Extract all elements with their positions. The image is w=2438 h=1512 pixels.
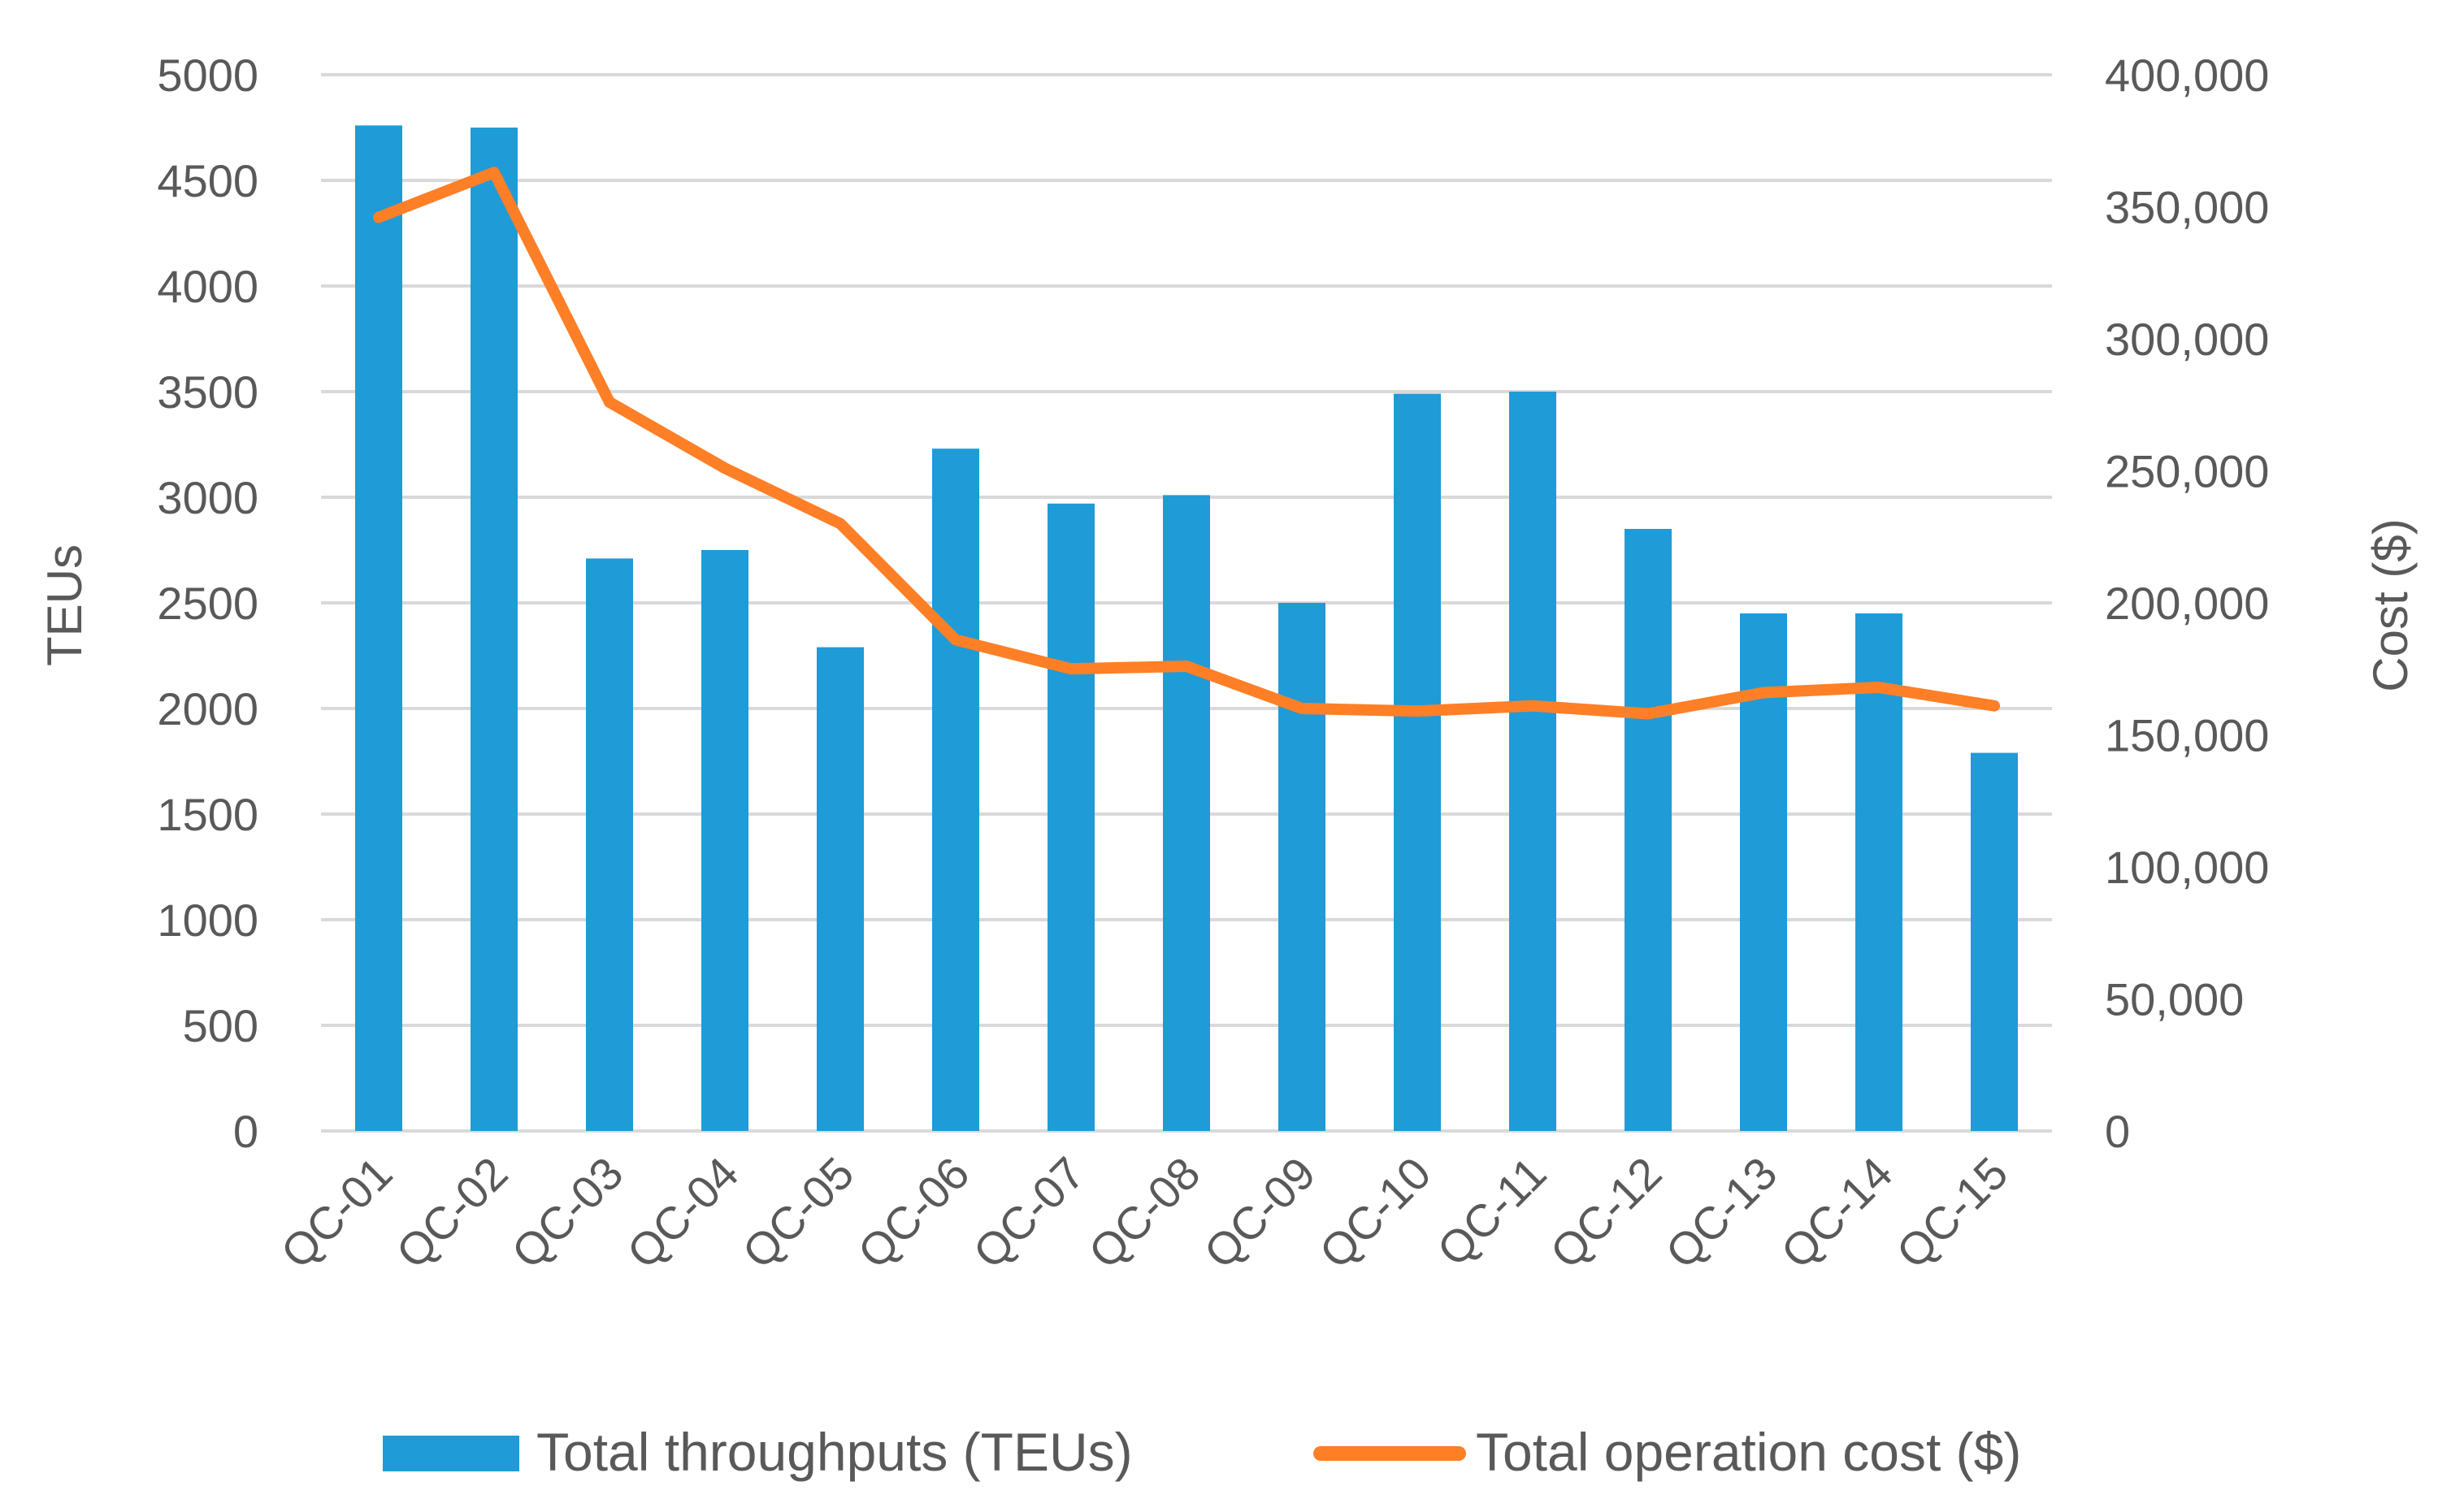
- left-axis-tick-label: 4500: [157, 155, 258, 206]
- bar-qc-07: [1048, 503, 1095, 1131]
- right-axis: 0 50,000 100,000 150,000 200,000 250,000 300,0…: [2105, 50, 2269, 1157]
- bar-qc-12: [1625, 529, 1672, 1131]
- left-axis: 0 500 1000 1500 2000 2500 3000 3500 4000 4500 5000: [157, 50, 258, 1157]
- bar-qc-09: [1278, 603, 1325, 1131]
- x-axis-tick-label: QC-03: [501, 1147, 632, 1278]
- x-axis-tick-label: QC-14: [1771, 1147, 1902, 1278]
- legend-bar-swatch: [383, 1436, 519, 1471]
- x-axis: QC-01QC-02QC-03QC-04QC-05QC-06QC-07QC-08…: [271, 1147, 2017, 1278]
- left-axis-tick-label: 3500: [157, 366, 258, 418]
- left-axis-tick-label: 1500: [157, 789, 258, 840]
- right-axis-tick-label: 350,000: [2105, 182, 2269, 233]
- left-axis-tick-label: 2500: [157, 578, 258, 629]
- right-axis-tick-label: 50,000: [2105, 974, 2244, 1025]
- x-axis-tick-label: QC-07: [963, 1147, 1094, 1278]
- left-axis-tick-label: 5000: [157, 50, 258, 101]
- right-axis-title: Cost ($): [2363, 518, 2418, 691]
- bar-qc-10: [1394, 393, 1441, 1132]
- x-axis-tick-label: QC-10: [1309, 1147, 1440, 1278]
- x-axis-tick-label: QC-05: [732, 1147, 863, 1278]
- bar-qc-06: [932, 448, 979, 1131]
- left-axis-tick-label: 4000: [157, 261, 258, 312]
- left-axis-tick-label: 0: [233, 1106, 258, 1157]
- bar-qc-11: [1509, 392, 1556, 1131]
- bar-qc-14: [1855, 613, 1902, 1131]
- x-axis-tick-label: QC-06: [848, 1147, 978, 1278]
- x-axis-tick-label: QC-11: [1427, 1147, 1555, 1276]
- right-axis-tick-label: 400,000: [2105, 50, 2269, 101]
- line-series: [373, 167, 2000, 720]
- bar-qc-15: [1971, 752, 2018, 1131]
- bar-qc-05: [817, 647, 864, 1131]
- bar-qc-01: [355, 125, 402, 1131]
- right-axis-tick-label: 250,000: [2105, 446, 2269, 497]
- left-axis-tick-label: 1000: [157, 895, 258, 946]
- x-axis-tick-label: QC-04: [617, 1147, 748, 1278]
- left-axis-title: TEUs: [37, 544, 92, 666]
- right-axis-tick-label: 200,000: [2105, 578, 2269, 629]
- x-axis-tick-label: QC-13: [1655, 1147, 1786, 1278]
- right-axis-tick-label: 300,000: [2105, 314, 2269, 365]
- right-axis-tick-label: 150,000: [2105, 710, 2269, 761]
- left-axis-tick-label: 3000: [157, 472, 258, 523]
- bar-qc-03: [586, 558, 633, 1131]
- cost-line: [373, 167, 2000, 720]
- x-axis-tick-label: QC-08: [1078, 1147, 1209, 1278]
- legend-line-label: Total operation cost ($): [1476, 1422, 2021, 1482]
- legend-bar-label: Total throughputs (TEUs): [536, 1422, 1133, 1482]
- bar-qc-08: [1163, 495, 1210, 1131]
- legend: Total throughputs (TEUs) Total operation…: [383, 1422, 2021, 1482]
- left-axis-tick-label: 2000: [157, 683, 258, 734]
- bar-series: [355, 125, 2018, 1132]
- x-axis-tick-label: QC-02: [386, 1147, 517, 1278]
- left-axis-tick-label: 500: [183, 1000, 258, 1051]
- bar-qc-04: [701, 550, 748, 1131]
- x-axis-tick-label: QC-12: [1540, 1147, 1671, 1278]
- x-axis-tick-label: QC-09: [1194, 1147, 1325, 1278]
- x-axis-tick-label: QC-01: [271, 1147, 401, 1278]
- right-axis-tick-label: 0: [2105, 1106, 2130, 1157]
- right-axis-tick-label: 100,000: [2105, 842, 2269, 893]
- x-axis-tick-label: QC-15: [1886, 1147, 2017, 1278]
- bar-qc-02: [471, 128, 518, 1131]
